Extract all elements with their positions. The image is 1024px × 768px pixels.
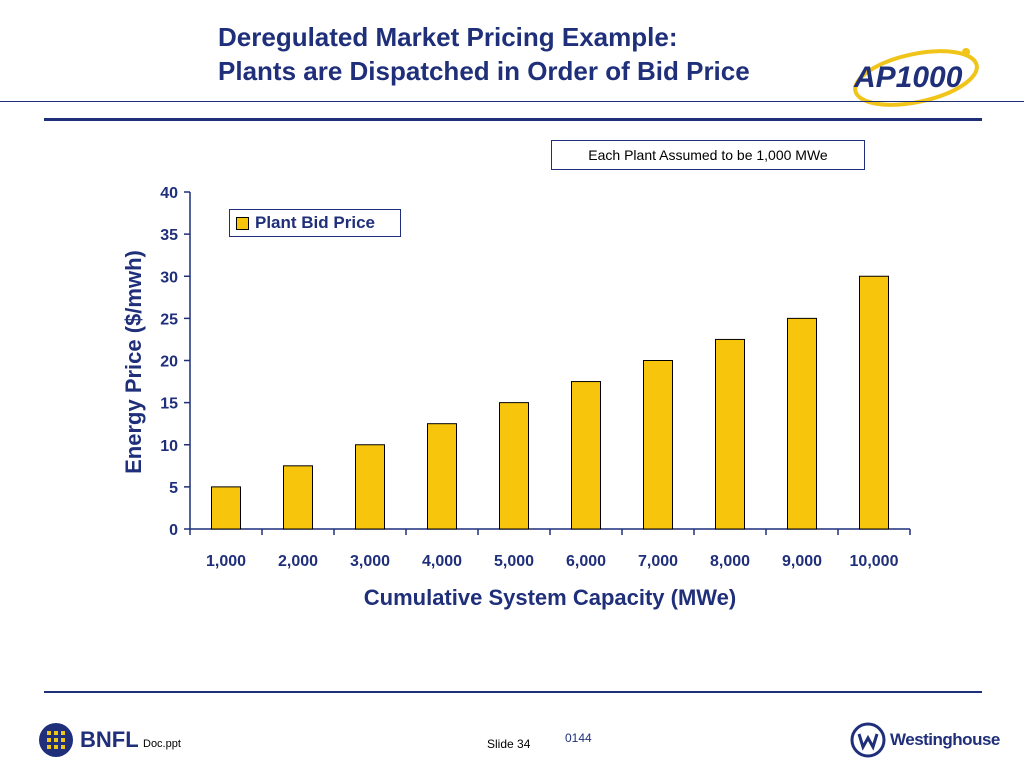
assumption-note: Each Plant Assumed to be 1,000 MWe (551, 140, 865, 170)
logo-text: AP1000 (853, 61, 963, 94)
legend-label: Plant Bid Price (255, 213, 375, 232)
x-tick-label: 5,000 (494, 553, 534, 570)
title-line-1: Deregulated Market Pricing Example: (218, 22, 678, 52)
y-tick-label: 40 (160, 185, 178, 202)
westinghouse-icon (850, 722, 886, 758)
header-rule-thin (0, 101, 1024, 102)
slide-title: Deregulated Market Pricing Example: Plan… (218, 20, 838, 88)
y-axis-title-text: Energy Price ($/mwh) (121, 250, 146, 474)
bar (283, 465, 313, 530)
y-tick-label: 25 (160, 311, 178, 328)
title-line-2: Plants are Dispatched in Order of Bid Pr… (218, 56, 750, 86)
x-tick-label: 1,000 (206, 553, 246, 570)
x-tick-label: 6,000 (566, 553, 606, 570)
x-tick-label: 7,000 (638, 553, 678, 570)
bar (787, 317, 817, 530)
y-tick-label: 20 (160, 354, 178, 371)
bnfl-icon (39, 723, 73, 757)
x-tick-label: 8,000 (710, 553, 750, 570)
x-tick-label: 10,000 (850, 553, 899, 570)
bnfl-logo: BNFL (38, 720, 139, 760)
slide-number: Slide 34 (487, 737, 531, 751)
footer-rule (44, 691, 982, 693)
y-tick-label: 35 (160, 227, 178, 244)
bar (355, 444, 385, 530)
bar (427, 423, 457, 530)
y-tick-label: 15 (160, 396, 178, 413)
slide-code: 0144 (565, 731, 592, 745)
x-tick-label: 4,000 (422, 553, 462, 570)
y-tick-label: 5 (169, 480, 178, 497)
header-rule-thick (44, 118, 982, 121)
y-tick-label: 10 (160, 438, 178, 455)
westinghouse-logo: Westinghouse (850, 722, 1000, 758)
bnfl-text: BNFL (80, 727, 139, 752)
bar (715, 338, 745, 530)
doc-name: Doc.ppt (143, 738, 181, 750)
westinghouse-text: Westinghouse (890, 730, 1000, 749)
bar (643, 360, 673, 530)
y-tick-label: 0 (169, 522, 178, 539)
bar (859, 275, 889, 530)
x-axis-title: Cumulative System Capacity (MWe) (363, 585, 737, 610)
chart-legend: Plant Bid Price (229, 209, 401, 237)
x-tick-label: 3,000 (350, 553, 390, 570)
legend-swatch (236, 216, 249, 230)
ap1000-logo: AP1000 (853, 48, 979, 107)
bar (499, 402, 529, 530)
x-tick-label: 9,000 (782, 553, 822, 570)
bar (571, 381, 601, 530)
bar (211, 486, 241, 530)
x-tick-label: 2,000 (278, 553, 318, 570)
y-tick-label: 30 (160, 269, 178, 286)
